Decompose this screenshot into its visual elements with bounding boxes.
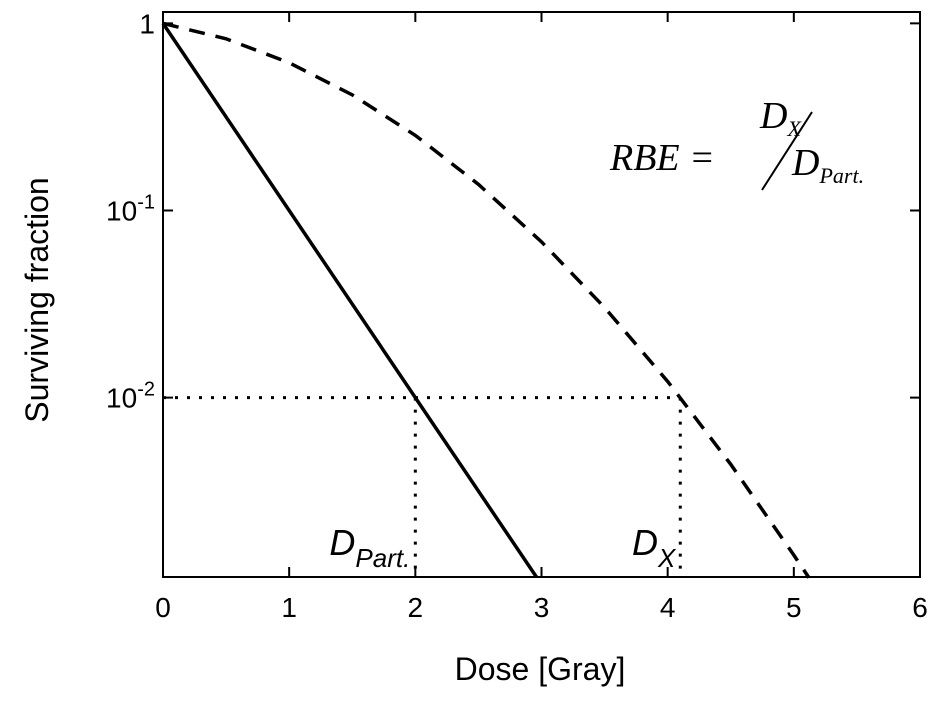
x-tick-label: 2 — [408, 592, 424, 623]
y-axis-label: Surviving fraction — [19, 177, 55, 422]
formula-lhs: RBE = — [609, 137, 715, 179]
annotation: DX — [632, 522, 677, 573]
annotation: DPart. — [329, 522, 410, 573]
y-tick-label: 10-1 — [106, 191, 155, 226]
formula: RBE = DX DPart. — [609, 95, 864, 191]
x-tick-label: 4 — [660, 592, 676, 623]
y-tick-exp: -2 — [137, 379, 155, 401]
x-tick-label: 6 — [912, 592, 928, 623]
y-tick-base: 10 — [106, 383, 137, 414]
annotation-main: D — [632, 522, 658, 563]
formula-num-sub: X — [786, 116, 802, 141]
plot-frame — [162, 11, 921, 578]
x-tick-label: 3 — [534, 592, 550, 623]
y-tick-label: 10-2 — [106, 379, 155, 414]
x-tick-label: 5 — [786, 592, 802, 623]
annotation-sub: Part. — [355, 543, 410, 573]
formula-num-main: D — [759, 95, 787, 137]
formula-slash — [761, 111, 813, 191]
y-tick-base: 10 — [106, 195, 137, 226]
formula-den-sub: Part. — [818, 163, 864, 188]
formula-den: DPart. — [791, 142, 864, 188]
x-axis-label: Dose [Gray] — [455, 651, 626, 687]
y-tick-label: 1 — [139, 8, 155, 39]
x-tick-label: 0 — [155, 592, 171, 623]
series-line — [161, 22, 538, 578]
annotation-sub: X — [657, 543, 677, 573]
formula-num: DX — [759, 95, 802, 141]
annotation-main: D — [329, 522, 355, 563]
y-tick-exp: -1 — [137, 191, 155, 213]
x-tick-label: 1 — [281, 592, 297, 623]
series-line — [162, 21, 811, 579]
formula-den-main: D — [791, 142, 819, 184]
